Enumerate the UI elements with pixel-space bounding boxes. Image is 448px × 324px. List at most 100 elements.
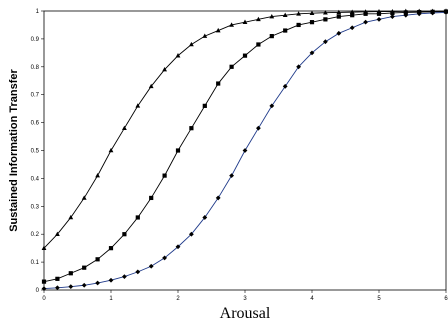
data-point-square [283, 28, 288, 33]
tick-labels: 0 1 2 3 4 5 6 0 0.1 0.2 0.3 0.4 0.5 0.6 0.7 0.8 0.9 1 [31, 9, 448, 302]
data-point-diamond [55, 285, 60, 291]
data-point-square [108, 246, 114, 251]
data-point-square [269, 34, 274, 39]
y-tick-label: 1 [36, 9, 40, 15]
data-point-square [68, 271, 73, 276]
data-point-diamond [215, 195, 221, 201]
data-point-diamond [323, 39, 328, 45]
data-point-triangle [349, 9, 355, 14]
data-point-diamond [202, 215, 208, 220]
y-tick-label: 0.8 [31, 65, 40, 71]
y-tick-label: 0.3 [31, 204, 40, 210]
data-point-diamond [282, 83, 288, 89]
data-point-diamond [256, 125, 261, 131]
data-point-triangle [162, 66, 167, 72]
x-tick-label: 5 [377, 296, 381, 302]
data-point-square [162, 173, 167, 178]
data-point-square [403, 10, 408, 15]
data-point-square [135, 215, 140, 220]
data-point-diamond [363, 19, 368, 25]
data-point-square [256, 42, 261, 47]
data-point-square [350, 13, 355, 18]
data-point-diamond [229, 173, 234, 179]
data-point-square [82, 265, 87, 270]
data-point-diamond [148, 263, 154, 269]
x-tick-label: 2 [176, 296, 180, 302]
data-point-square [309, 20, 315, 25]
series-diamond [41, 9, 448, 292]
data-point-triangle [269, 13, 275, 19]
data-point-diamond [41, 286, 47, 292]
data-point-triangle [242, 19, 248, 24]
data-point-triangle [282, 12, 288, 17]
data-point-diamond [403, 12, 409, 18]
data-point-triangle [41, 245, 47, 250]
data-point-square [41, 279, 47, 284]
data-point-triangle [55, 231, 60, 236]
data-point-diamond [189, 231, 194, 237]
data-point-diamond [296, 64, 301, 70]
data-point-square [216, 81, 221, 86]
x-tick-label: 0 [42, 296, 46, 302]
data-point-triangle [215, 27, 221, 33]
series-square [41, 9, 448, 284]
data-point-square [363, 11, 368, 16]
y-tick-label: 0.6 [31, 121, 40, 127]
data-point-triangle [323, 10, 328, 15]
series-line [43, 11, 447, 283]
x-tick-label: 1 [109, 296, 113, 302]
data-point-triangle [256, 16, 261, 22]
data-point-triangle [108, 147, 114, 153]
data-point-square [323, 17, 328, 22]
data-point-diamond [95, 280, 100, 286]
data-point-diamond [390, 14, 395, 19]
data-point-triangle [189, 41, 194, 47]
data-point-square [376, 11, 382, 16]
data-point-triangle [148, 83, 154, 89]
data-point-square [149, 195, 154, 201]
data-point-diamond [122, 274, 127, 280]
data-point-diamond [68, 284, 74, 290]
data-point-diamond [443, 9, 448, 15]
data-point-square [390, 10, 395, 16]
series-triangle [41, 8, 448, 250]
data-point-diamond [416, 11, 422, 17]
data-point-square [336, 14, 341, 19]
data-point-diamond [309, 50, 315, 56]
data-point-diamond [81, 282, 87, 288]
data-point-triangle [68, 214, 74, 220]
data-point-square [189, 126, 194, 131]
series-layer [41, 8, 448, 292]
data-point-triangle [229, 22, 234, 27]
axes [41, 10, 447, 293]
data-point-diamond [349, 25, 355, 31]
data-point-triangle [202, 33, 208, 38]
x-tick-label: 4 [310, 296, 314, 302]
y-axis-label: Sustained Information Transfer [8, 68, 20, 231]
data-point-square [296, 22, 301, 28]
data-point-square [95, 257, 100, 262]
y-tick-label: 0.2 [31, 232, 40, 238]
data-point-triangle [175, 53, 181, 58]
x-axis-label: Arousal [220, 305, 271, 322]
y-tick-label: 0.9 [31, 37, 40, 43]
y-tick-label: 0.1 [31, 260, 40, 266]
data-point-diamond [108, 277, 114, 283]
y-tick-label: 0 [36, 288, 40, 294]
x-tick-label: 3 [243, 296, 247, 302]
data-point-square [55, 276, 60, 281]
x-tick-label: 6 [444, 296, 448, 302]
data-point-triangle [309, 10, 315, 16]
y-tick-label: 0.7 [31, 93, 40, 99]
data-point-diamond [242, 148, 248, 153]
data-point-diamond [336, 30, 342, 36]
data-point-diamond [175, 244, 181, 250]
y-tick-label: 0.5 [31, 149, 40, 155]
data-point-square [122, 232, 127, 237]
data-point-diamond [162, 255, 167, 261]
data-point-square [242, 53, 248, 58]
data-point-square [229, 64, 234, 69]
data-point-diamond [269, 103, 275, 109]
data-point-diamond [430, 10, 435, 16]
